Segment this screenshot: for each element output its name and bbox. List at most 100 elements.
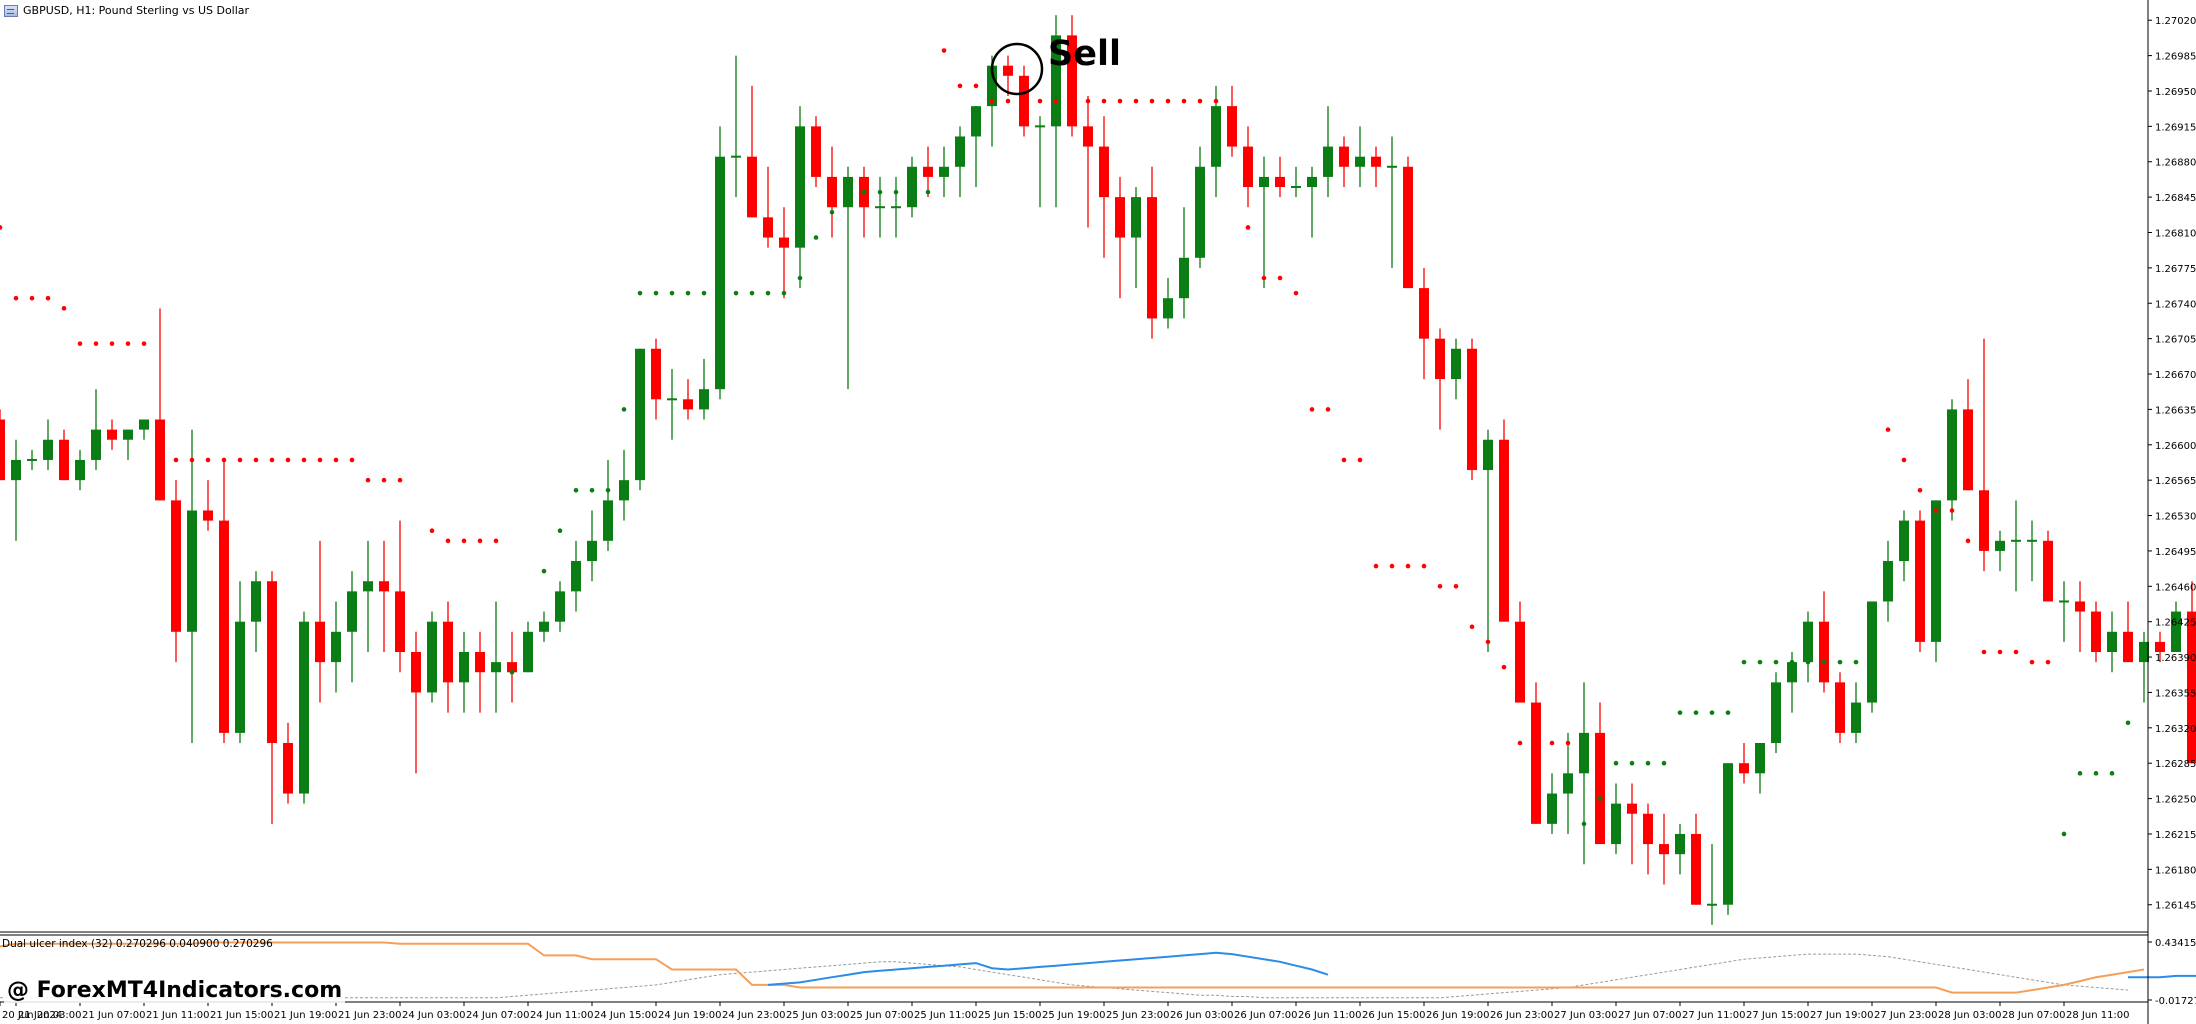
time-axis-label: 28 Jun 07:00 bbox=[2002, 1010, 2066, 1021]
candle-body bbox=[1259, 176, 1269, 188]
candle bbox=[1931, 500, 1941, 663]
sar-dot bbox=[189, 457, 195, 463]
candle bbox=[939, 146, 949, 198]
time-axis-label: 21 Jun 19:00 bbox=[274, 1010, 338, 1021]
sar-dot bbox=[0, 225, 3, 230]
sar-dot bbox=[1789, 659, 1795, 665]
candle-body bbox=[1755, 742, 1765, 774]
candle bbox=[1451, 338, 1461, 400]
candle-body bbox=[619, 480, 629, 501]
sar-dot bbox=[1709, 710, 1715, 715]
candle-body bbox=[763, 217, 773, 238]
candle-body bbox=[1659, 844, 1669, 855]
candle-body bbox=[971, 106, 981, 137]
sar-dot bbox=[573, 487, 579, 493]
indicator-pane[interactable] bbox=[0, 936, 2148, 1002]
candle bbox=[715, 126, 725, 400]
time-axis-label: 26 Jun 15:00 bbox=[1362, 1010, 1426, 1021]
candle bbox=[1611, 783, 1621, 855]
candle bbox=[43, 419, 53, 471]
candle bbox=[347, 571, 357, 683]
candle bbox=[443, 601, 453, 713]
candle-body bbox=[1051, 35, 1061, 127]
candle bbox=[0, 409, 5, 481]
candle bbox=[1547, 773, 1557, 834]
candle-body bbox=[267, 581, 277, 743]
candle bbox=[1867, 601, 1877, 713]
candle-body bbox=[475, 652, 485, 673]
sar-dot bbox=[861, 189, 867, 195]
candle-body bbox=[1803, 621, 1813, 663]
sar-dot bbox=[909, 189, 915, 195]
sar-dot bbox=[93, 341, 99, 346]
candle-body bbox=[1243, 146, 1253, 188]
sar-dot bbox=[29, 295, 35, 301]
sar-dot bbox=[1453, 584, 1459, 589]
candle bbox=[1483, 429, 1493, 653]
time-axis-label: 26 Jun 07:00 bbox=[1234, 1010, 1298, 1021]
time-axis-label: 24 Jun 15:00 bbox=[594, 1010, 658, 1021]
candle bbox=[1227, 85, 1237, 157]
sar-dot bbox=[1357, 457, 1363, 463]
candle-body bbox=[59, 439, 69, 481]
sar-dot bbox=[973, 83, 979, 89]
candle bbox=[1371, 146, 1381, 188]
candle bbox=[299, 611, 309, 804]
candle-body bbox=[43, 439, 53, 460]
indicator-axis[interactable]: 0.434154 -0.017273 bbox=[2148, 938, 2196, 1007]
sar-dot bbox=[1085, 98, 1091, 104]
price-axis[interactable]: 1.27020 1.26985 1.26950 1.26915 1.26880 1.268… bbox=[2148, 16, 2196, 912]
ulcer-blue-line bbox=[2128, 974, 2196, 979]
candle bbox=[811, 116, 821, 188]
candle-body bbox=[1227, 106, 1237, 147]
candle-body bbox=[1387, 165, 1397, 168]
candle bbox=[1083, 96, 1093, 228]
sar-dot bbox=[77, 341, 83, 346]
candle-body bbox=[219, 520, 229, 733]
candle bbox=[411, 631, 421, 774]
sar-dot bbox=[1949, 508, 1955, 513]
sar-dot bbox=[61, 306, 67, 311]
sar-dot bbox=[1149, 98, 1155, 104]
candle-body bbox=[1147, 197, 1157, 319]
price-pane[interactable] bbox=[0, 0, 2148, 932]
sar-dot bbox=[237, 457, 243, 463]
sar-dot bbox=[1021, 98, 1027, 104]
price-axis-label: 1.26390 bbox=[2155, 653, 2196, 664]
candle-body bbox=[651, 348, 661, 400]
candle bbox=[1659, 813, 1669, 885]
candle-body bbox=[331, 631, 341, 663]
candle-body bbox=[907, 166, 917, 208]
sar-dot bbox=[253, 457, 259, 463]
candle-body bbox=[603, 500, 613, 541]
candle bbox=[1963, 379, 1973, 491]
sar-dot bbox=[157, 457, 163, 463]
sar-dot bbox=[1677, 710, 1683, 715]
sar-dot bbox=[1053, 98, 1059, 104]
candle bbox=[59, 429, 69, 481]
candle bbox=[2107, 611, 2117, 673]
candle-body bbox=[1035, 125, 1045, 128]
candle bbox=[2171, 601, 2181, 653]
price-axis-label: 1.26915 bbox=[2155, 122, 2196, 133]
candle-body bbox=[1419, 288, 1429, 339]
candle bbox=[651, 338, 661, 420]
time-axis-label: 27 Jun 23:00 bbox=[1874, 1010, 1938, 1021]
candle bbox=[971, 106, 981, 188]
candle bbox=[1387, 136, 1397, 268]
sar-dot bbox=[797, 275, 803, 281]
sar-dot bbox=[45, 295, 51, 301]
candle bbox=[379, 540, 389, 653]
time-axis-label: 25 Jun 07:00 bbox=[850, 1010, 914, 1021]
sar-dot bbox=[1549, 740, 1555, 746]
time-axis-label: 25 Jun 23:00 bbox=[1106, 1010, 1170, 1021]
sar-dot bbox=[1933, 508, 1939, 513]
candle bbox=[1147, 166, 1157, 339]
candle-body bbox=[683, 399, 693, 410]
time-axis-label: 26 Jun 11:00 bbox=[1298, 1010, 1362, 1021]
candle-body bbox=[443, 621, 453, 683]
sar-dot bbox=[557, 528, 563, 534]
